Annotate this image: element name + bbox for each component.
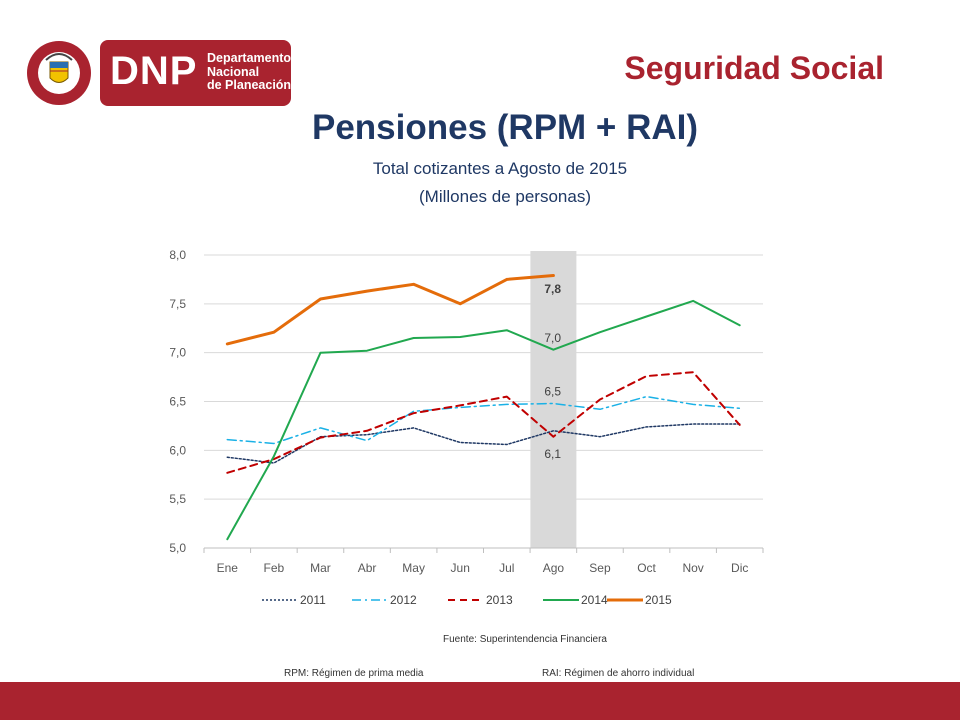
legend-label: 2015 [645, 593, 672, 607]
x-tick-label: Dic [731, 561, 748, 575]
dnp-full-name: Departamento Nacional de Planeación [207, 51, 292, 93]
y-tick-label: 6,5 [169, 395, 186, 409]
dnp-name-line-1: Departamento [207, 51, 292, 65]
x-tick-label: Sep [589, 561, 611, 575]
y-tick-label: 5,0 [169, 541, 186, 555]
x-tick-label: Mar [310, 561, 331, 575]
data-label: 6,5 [544, 385, 561, 399]
dnp-name-line-2: Nacional [207, 64, 260, 79]
legend-label: 2014 [581, 593, 608, 607]
dnp-logo: DNP Departamento Nacional de Planeación [26, 40, 291, 106]
x-tick-label: Ene [217, 561, 239, 575]
dnp-mark: DNP [110, 49, 198, 93]
chart-title: Pensiones (RPM + RAI) [311, 108, 699, 147]
source-note: Fuente: Superintendencia Financiera [443, 634, 607, 645]
section-title: Seguridad Social [624, 50, 884, 86]
x-tick-label: Feb [264, 561, 285, 575]
footer-bar [0, 682, 960, 720]
highlight-band [530, 251, 577, 548]
series-line-2015 [225, 274, 555, 346]
data-label: 7,8 [544, 282, 561, 296]
dnp-name-line-3: de Planeación [207, 78, 292, 92]
legend-label: 2011 [300, 593, 326, 607]
series-line-2014 [226, 299, 741, 541]
y-tick-label: 8,0 [169, 248, 186, 262]
x-tick-label: May [402, 561, 425, 575]
series-line-2013 [226, 371, 741, 474]
series-line-2012 [226, 395, 741, 445]
dnp-wordmark: DNP Departamento Nacional de Planeación [100, 40, 291, 106]
x-tick-label: Nov [682, 561, 703, 575]
x-tick-label: Oct [637, 561, 656, 575]
x-tick-label: Jul [499, 561, 514, 575]
chart-units: (Millones de personas) [419, 187, 591, 206]
y-tick-label: 7,5 [169, 297, 186, 311]
legend-label: 2012 [390, 593, 417, 607]
series-line-2011 [226, 423, 741, 464]
chart-subtitle: Total cotizantes a Agosto de 2015 [372, 159, 628, 178]
y-tick-label: 7,0 [169, 346, 186, 360]
x-tick-label: Ago [543, 561, 565, 575]
data-label: 6,1 [544, 447, 561, 461]
x-tick-label: Jun [451, 561, 470, 575]
x-tick-label: Abr [358, 561, 377, 575]
y-tick-label: 6,0 [169, 443, 186, 457]
data-label: 7,0 [544, 331, 561, 345]
note-rpm: RPM: Régimen de prima media [284, 668, 424, 679]
y-tick-label: 5,5 [169, 492, 186, 506]
colombia-seal-icon [27, 41, 91, 105]
note-rai: RAI: Régimen de ahorro individual [542, 668, 695, 679]
legend-label: 2013 [486, 593, 513, 607]
